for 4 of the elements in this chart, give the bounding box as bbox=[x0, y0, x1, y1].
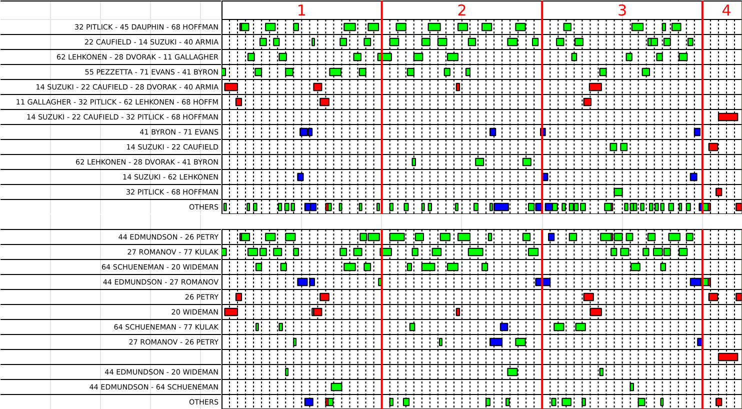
x-tick-label: 3 bbox=[617, 2, 628, 20]
x-tick-label: 2 bbox=[457, 2, 467, 20]
x-tick-label: 1 bbox=[296, 2, 306, 20]
x-tick-label: 4 bbox=[722, 2, 732, 20]
